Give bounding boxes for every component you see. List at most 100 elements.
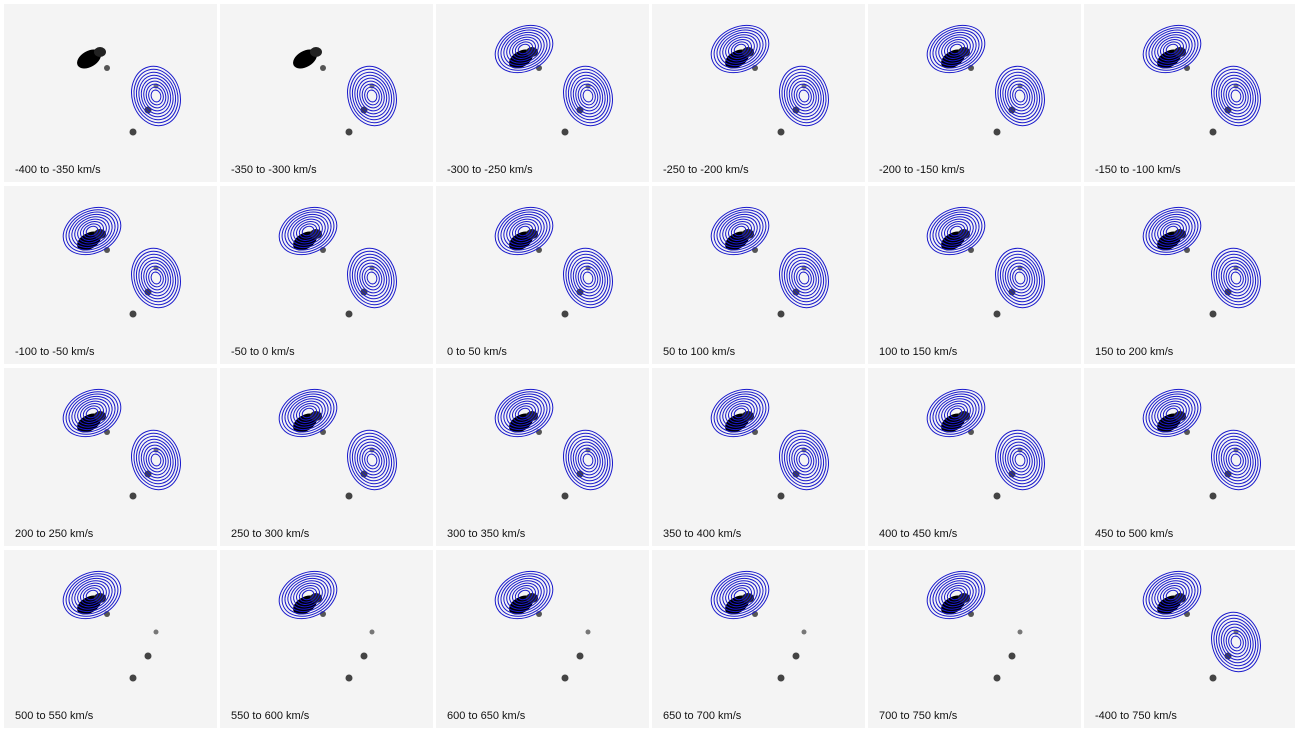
contour-ne: [710, 24, 770, 74]
contour-sw: [563, 247, 613, 309]
contour-ne: [926, 24, 986, 74]
velocity-range-label: 350 to 400 km/s: [663, 528, 742, 540]
contour-ne: [278, 570, 338, 620]
channel-image: [1142, 570, 1261, 682]
channel-image: [926, 570, 1023, 682]
emission-map: [77, 229, 159, 318]
contour-sw: [1211, 611, 1261, 673]
channel-panel: 150 to 200 km/s: [1084, 186, 1295, 364]
channel-panel: 200 to 250 km/s: [4, 368, 217, 546]
velocity-range-label: 600 to 650 km/s: [447, 710, 526, 722]
channel-panel: 100 to 150 km/s: [868, 186, 1081, 364]
velocity-range-label: -150 to -100 km/s: [1095, 164, 1181, 176]
channel-panel: 650 to 700 km/s: [652, 550, 865, 728]
emission-map: [941, 411, 1023, 500]
velocity-range-label: -300 to -250 km/s: [447, 164, 533, 176]
contour-ne: [62, 388, 122, 438]
contour-ne: [494, 388, 554, 438]
channel-panel: 300 to 350 km/s: [436, 368, 649, 546]
emission-map: [77, 47, 159, 136]
contour-ne: [494, 570, 554, 620]
contour-sw: [995, 429, 1045, 491]
velocity-range-label: 0 to 50 km/s: [447, 346, 507, 358]
velocity-range-label: 100 to 150 km/s: [879, 346, 958, 358]
channel-panel: -350 to -300 km/s: [220, 4, 433, 182]
contour-sw: [1211, 65, 1261, 127]
contour-sw: [995, 247, 1045, 309]
velocity-range-label: -50 to 0 km/s: [231, 346, 295, 358]
contour-sw: [779, 429, 829, 491]
contour-sw: [347, 247, 397, 309]
velocity-range-label: 550 to 600 km/s: [231, 710, 310, 722]
velocity-range-label: 50 to 100 km/s: [663, 346, 736, 358]
contour-sw: [1211, 429, 1261, 491]
contour-ne: [710, 388, 770, 438]
channel-image: [62, 570, 159, 682]
channel-panel: 400 to 450 km/s: [868, 368, 1081, 546]
emission-map: [509, 47, 591, 136]
channel-image: [293, 47, 397, 136]
contour-ne: [1142, 24, 1202, 74]
emission-map: [1157, 229, 1239, 318]
emission-map: [509, 411, 591, 500]
contour-sw: [563, 65, 613, 127]
channel-image: [926, 206, 1045, 318]
channel-panel: 700 to 750 km/s: [868, 550, 1081, 728]
channel-panel: -400 to 750 km/s: [1084, 550, 1295, 728]
contour-ne: [62, 206, 122, 256]
channel-image: [494, 206, 613, 318]
channel-image: [278, 570, 375, 682]
velocity-range-label: 500 to 550 km/s: [15, 710, 94, 722]
velocity-range-label: -200 to -150 km/s: [879, 164, 965, 176]
emission-map: [941, 47, 1023, 136]
channel-panel: -100 to -50 km/s: [4, 186, 217, 364]
channel-image: [1142, 24, 1261, 136]
emission-map: [725, 411, 807, 500]
contour-ne: [278, 388, 338, 438]
contour-sw: [779, 65, 829, 127]
channel-image: [1142, 388, 1261, 500]
velocity-range-label: -350 to -300 km/s: [231, 164, 317, 176]
contour-ne: [1142, 570, 1202, 620]
channel-panel: 450 to 500 km/s: [1084, 368, 1295, 546]
emission-map: [1157, 593, 1239, 682]
channel-panel: -150 to -100 km/s: [1084, 4, 1295, 182]
channel-image: [710, 388, 829, 500]
velocity-range-label: 250 to 300 km/s: [231, 528, 310, 540]
velocity-range-label: 400 to 450 km/s: [879, 528, 958, 540]
emission-map: [1157, 411, 1239, 500]
emission-map: [293, 47, 375, 136]
velocity-range-label: 150 to 200 km/s: [1095, 346, 1174, 358]
emission-map: [725, 47, 807, 136]
channel-panel: -400 to -350 km/s: [4, 4, 217, 182]
channel-panel: -200 to -150 km/s: [868, 4, 1081, 182]
contour-ne: [494, 206, 554, 256]
contour-ne: [926, 206, 986, 256]
channel-panel: 0 to 50 km/s: [436, 186, 649, 364]
emission-map: [77, 593, 159, 682]
velocity-range-label: 700 to 750 km/s: [879, 710, 958, 722]
channel-image: [77, 47, 181, 136]
channel-image: [926, 388, 1045, 500]
emission-map: [1157, 47, 1239, 136]
contour-sw: [131, 65, 181, 127]
contour-ne: [278, 206, 338, 256]
emission-map: [941, 229, 1023, 318]
velocity-range-label: -400 to 750 km/s: [1095, 710, 1177, 722]
contour-ne: [1142, 388, 1202, 438]
contour-sw: [563, 429, 613, 491]
channel-panel: 50 to 100 km/s: [652, 186, 865, 364]
contour-sw: [995, 65, 1045, 127]
emission-map: [725, 229, 807, 318]
contour-sw: [131, 429, 181, 491]
channel-image: [494, 388, 613, 500]
contour-sw: [1211, 247, 1261, 309]
contour-sw: [347, 429, 397, 491]
channel-panel: 350 to 400 km/s: [652, 368, 865, 546]
channel-image: [1142, 206, 1261, 318]
emission-map: [725, 593, 807, 682]
contour-ne: [710, 570, 770, 620]
channel-panel: 250 to 300 km/s: [220, 368, 433, 546]
channel-panel: 500 to 550 km/s: [4, 550, 217, 728]
channel-image: [278, 206, 397, 318]
